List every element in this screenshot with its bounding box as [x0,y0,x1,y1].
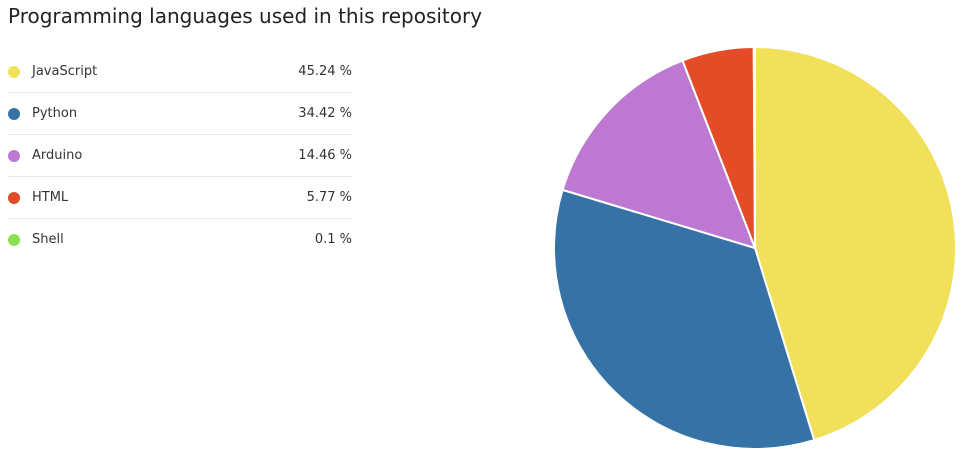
language-name: HTML [32,190,69,205]
language-percent: 34.42 % [298,106,352,121]
legend-item-arduino: Arduino 14.46 % [8,135,352,177]
language-percent: 14.46 % [298,148,352,163]
pie-slice-arduino [561,59,756,249]
legend-item-python: Python 34.42 % [8,93,352,135]
color-swatch [8,233,20,246]
page-title: Programming languages used in this repos… [8,4,483,28]
pie-slice-shell [752,45,756,249]
color-swatch [8,191,20,204]
legend-item-shell: Shell 0.1 % [8,219,352,260]
color-swatch [8,149,20,162]
language-name: JavaScript [32,64,98,79]
language-name: Shell [32,232,64,247]
pie-slice-python [552,188,816,450]
language-percent: 5.77 % [306,190,352,205]
language-name: Python [32,106,78,121]
language-percent: 45.24 % [298,64,352,79]
language-name: Arduino [32,148,83,163]
language-percent: 0.1 % [314,232,352,247]
pie-chart [552,45,958,451]
legend-item-javascript: JavaScript 45.24 % [8,51,352,93]
language-legend: JavaScript 45.24 % Python 34.42 % Arduin… [8,51,352,260]
pie-chart-svg [552,45,957,450]
color-swatch [8,65,20,78]
color-swatch [8,107,20,120]
legend-item-html: HTML 5.77 % [8,177,352,219]
pie-slice-javascript [754,46,957,442]
